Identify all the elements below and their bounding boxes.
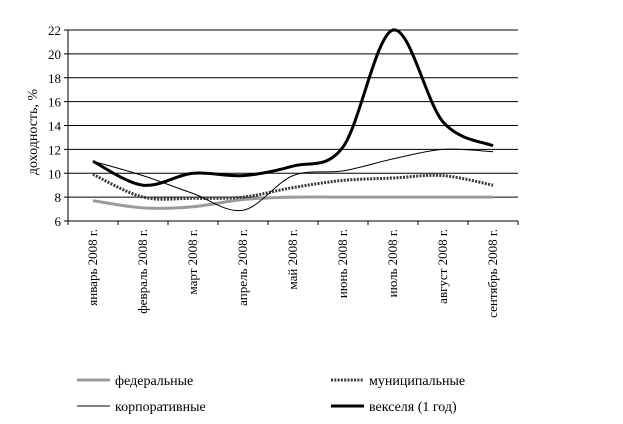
series-line-bills [92, 28, 494, 187]
legend-label-bills: векселя (1 год) [369, 400, 457, 415]
series-line-federal [92, 195, 493, 210]
y-axis-title: доходность, % [26, 89, 41, 176]
x-tick-label: апрель 2008 г. [235, 229, 250, 306]
x-axis-ticks: январь 2008 г. февраль 2008 г. март 2008 г… [85, 229, 500, 318]
legend: федеральные муниципальные корпоративные век… [77, 374, 465, 415]
y-tick-label: 22 [48, 23, 61, 38]
series-line-municipal [92, 173, 494, 201]
series-lines [92, 28, 494, 212]
x-tick-label: июль 2008 г. [385, 229, 400, 297]
legend-label-federal: федеральные [115, 374, 193, 389]
x-tick-label: май 2008 г. [285, 229, 300, 289]
x-tick-label: август 2008 г. [435, 229, 450, 304]
y-tick-label: 14 [48, 119, 62, 134]
x-tick-label: сентябрь 2008 г. [485, 229, 500, 318]
y-tick-label: 8 [55, 190, 62, 205]
legend-label-municipal: муниципальные [369, 374, 465, 389]
legend-label-corporate: корпоративные [115, 400, 206, 415]
x-tick-label: январь 2008 г. [85, 229, 100, 306]
grid-lines [68, 29, 518, 198]
axes [67, 30, 519, 225]
x-tick-label: февраль 2008 г. [135, 229, 150, 314]
x-tick-label: март 2008 г. [185, 229, 200, 295]
y-tick-label: 16 [48, 95, 62, 110]
x-tick-label: июнь 2008 г. [335, 229, 350, 298]
y-tick-label: 18 [48, 71, 61, 86]
y-tick-label: 10 [48, 166, 61, 181]
y-tick-label: 6 [55, 214, 62, 229]
y-tick-label: 20 [48, 47, 61, 62]
series-line-corporate [92, 148, 494, 212]
y-tick-label: 12 [48, 142, 61, 157]
y-axis-ticks: 6 8 10 12 14 16 18 20 22 [48, 23, 68, 229]
